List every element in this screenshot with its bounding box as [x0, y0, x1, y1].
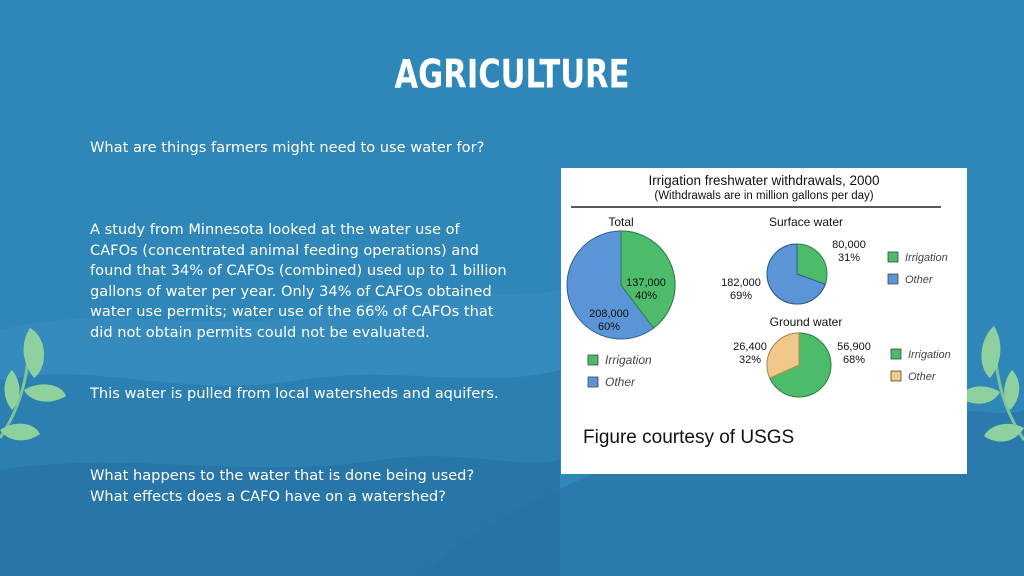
surface-other-value: 182,000: [721, 277, 761, 289]
closing-questions: What happens to the water that is done b…: [90, 466, 510, 507]
ground-other-value: 26,400: [733, 341, 767, 353]
total-legend-irrigation-swatch: [587, 354, 599, 366]
figure-caption: Figure courtesy of USGS: [583, 427, 795, 448]
total-other-value: 208,000: [589, 308, 629, 320]
figure-title: Irrigation freshwater withdrawals, 2000: [648, 173, 879, 188]
question-used-water: What happens to the water that is done b…: [90, 467, 475, 484]
figure-subtitle: (Withdrawals are in million gallons per …: [654, 190, 873, 202]
surface-pie-other: [766, 243, 826, 305]
surface-legend-other-swatch: [887, 273, 899, 285]
surface-legend-irrigation-swatch: [887, 251, 899, 263]
total-irrigation-value: 137,000: [626, 277, 666, 289]
total-irrigation-pct: 40%: [635, 290, 657, 302]
total-pie-irrigation: [620, 230, 676, 329]
question-water-use: What are things farmers might need to us…: [90, 139, 485, 156]
surface-legend-other: Other: [905, 274, 934, 286]
slide-title: AGRICULTURE: [394, 52, 630, 98]
ground-irrigation-pct: 68%: [843, 354, 865, 366]
total-legend-irrigation: Irrigation: [605, 353, 652, 367]
surface-legend-irrigation: Irrigation: [905, 252, 948, 264]
question-cafo-effects: What effects does a CAFO have on a water…: [90, 487, 446, 505]
surface-irrigation-value: 80,000: [832, 239, 866, 251]
right-leaves-decoration: [960, 326, 1024, 442]
irrigation-charts: Irrigation freshwater withdrawals, 2000 …: [566, 173, 951, 398]
ground-other-pct: 32%: [739, 354, 761, 366]
ground-pie-other: [766, 332, 800, 379]
ground-label: Ground water: [770, 315, 843, 329]
left-leaves-decoration: [0, 328, 66, 441]
ground-legend-other: Other: [908, 371, 937, 383]
total-label: Total: [608, 215, 633, 229]
total-other-pct: 60%: [598, 321, 620, 333]
surface-label: Surface water: [769, 215, 843, 229]
ground-legend-other-swatch: [890, 370, 902, 382]
total-legend-other: Other: [605, 375, 636, 389]
study-paragraph: A study from Minnesota looked at the wat…: [90, 221, 507, 341]
source-paragraph: This water is pulled from local watershe…: [90, 385, 499, 402]
total-legend-other-swatch: [587, 376, 599, 388]
ground-legend-irrigation: Irrigation: [908, 349, 951, 361]
surface-other-pct: 69%: [730, 290, 752, 302]
usgs-figure: Irrigation freshwater withdrawals, 2000 …: [561, 168, 967, 474]
surface-irrigation-pct: 31%: [838, 252, 860, 264]
ground-irrigation-value: 56,900: [837, 341, 871, 353]
ground-legend-irrigation-swatch: [890, 348, 902, 360]
